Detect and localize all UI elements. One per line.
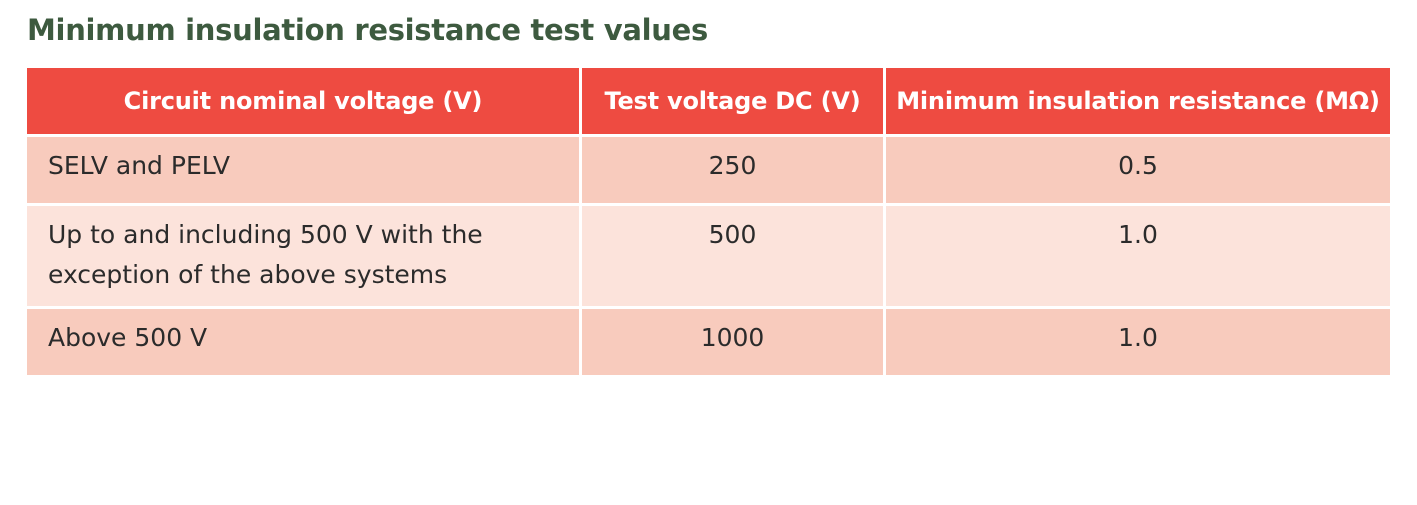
row-3-circuit-voltage: Above 500 V xyxy=(27,309,579,375)
row-1-circuit-voltage: SELV and PELV xyxy=(27,137,579,203)
row-2-circuit-voltage: Up to and including 500 V with the excep… xyxy=(27,206,579,306)
insulation-resistance-table: Circuit nominal voltage (V) Test voltage… xyxy=(27,68,1390,375)
header-circuit-voltage: Circuit nominal voltage (V) xyxy=(27,68,579,134)
table-title: Minimum insulation resistance test value… xyxy=(27,13,708,47)
row-3-test-voltage: 1000 xyxy=(582,309,883,375)
row-3-min-resistance: 1.0 xyxy=(886,309,1390,375)
row-1-min-resistance: 0.5 xyxy=(886,137,1390,203)
row-2-test-voltage: 500 xyxy=(582,206,883,306)
header-test-voltage: Test voltage DC (V) xyxy=(582,68,883,134)
row-1-test-voltage: 250 xyxy=(582,137,883,203)
header-min-resistance: Minimum insulation resistance (MΩ) xyxy=(886,68,1390,134)
row-2-min-resistance: 1.0 xyxy=(886,206,1390,306)
